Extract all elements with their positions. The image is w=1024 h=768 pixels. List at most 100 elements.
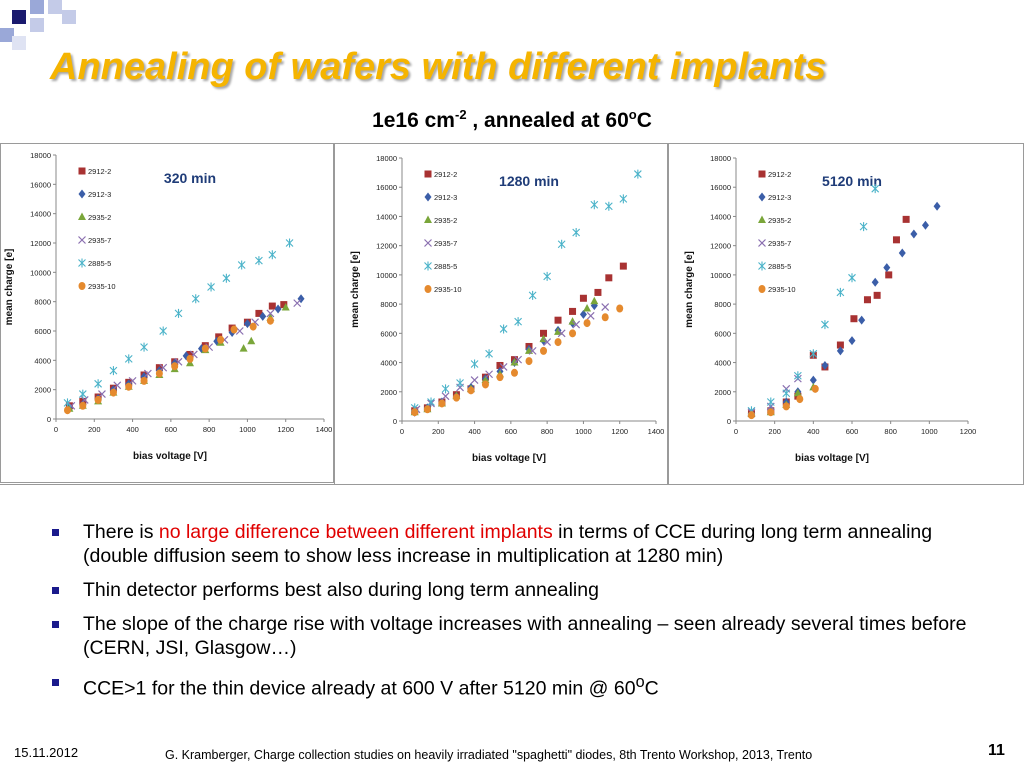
legend-marker bbox=[424, 215, 432, 223]
data-point bbox=[605, 274, 613, 282]
data-point bbox=[259, 311, 267, 321]
legend-marker bbox=[424, 192, 432, 202]
legend-label: 2912-3 bbox=[88, 190, 111, 199]
page-number: 11 bbox=[988, 742, 1005, 759]
data-point bbox=[201, 344, 209, 353]
x-tick-label: 0 bbox=[54, 425, 58, 434]
x-axis-label: bias voltage [V] bbox=[133, 451, 207, 462]
data-point bbox=[604, 201, 613, 211]
legend-label: 2912-3 bbox=[434, 193, 457, 202]
bullet-item: Thin detector performs best also during … bbox=[50, 578, 1000, 602]
bullet-text: The slope of the charge rise with voltag… bbox=[83, 613, 967, 659]
x-tick-label: 1400 bbox=[316, 425, 333, 434]
bullet-square-icon bbox=[52, 529, 59, 536]
data-point bbox=[767, 408, 775, 417]
y-tick-label: 4000 bbox=[34, 356, 51, 365]
y-tick-label: 0 bbox=[47, 415, 51, 424]
y-tick-label: 8000 bbox=[380, 300, 397, 309]
y-tick-label: 18000 bbox=[376, 154, 397, 163]
data-point bbox=[143, 369, 152, 378]
legend-label: 2935-2 bbox=[768, 216, 791, 225]
y-tick-label: 10000 bbox=[376, 271, 397, 280]
data-point bbox=[191, 294, 200, 304]
x-tick-label: 200 bbox=[768, 427, 781, 436]
data-point bbox=[243, 319, 251, 329]
data-point bbox=[619, 262, 627, 270]
bullet-text: There is bbox=[83, 521, 159, 543]
bullet-square-icon bbox=[52, 621, 59, 628]
data-point bbox=[94, 395, 102, 404]
data-point bbox=[590, 296, 599, 305]
subtitle-main: 1e16 cm bbox=[372, 109, 455, 132]
data-point bbox=[594, 288, 602, 296]
chart-title: 5120 min bbox=[822, 173, 882, 189]
y-tick-label: 12000 bbox=[30, 239, 51, 248]
data-point bbox=[809, 375, 817, 385]
data-point bbox=[859, 222, 868, 232]
x-tick-label: 0 bbox=[400, 427, 404, 436]
data-point bbox=[796, 395, 804, 404]
y-tick-label: 8000 bbox=[714, 300, 731, 309]
data-point bbox=[514, 355, 523, 364]
data-point bbox=[63, 406, 71, 415]
data-point bbox=[528, 346, 537, 355]
data-point bbox=[836, 287, 845, 297]
bullet-text: Thin detector performs best also during … bbox=[83, 579, 599, 601]
data-point bbox=[247, 336, 256, 345]
data-point bbox=[921, 220, 929, 230]
data-point bbox=[572, 320, 581, 329]
subtitle-degree: o bbox=[628, 107, 637, 122]
data-point bbox=[583, 303, 592, 312]
legend-label: 2885-5 bbox=[434, 262, 457, 271]
y-tick-label: 0 bbox=[393, 417, 397, 426]
data-point bbox=[848, 273, 856, 283]
data-point bbox=[821, 320, 829, 330]
data-point bbox=[113, 381, 122, 390]
data-point bbox=[557, 329, 566, 338]
y-tick-label: 14000 bbox=[710, 212, 731, 221]
legend-marker bbox=[758, 215, 766, 223]
chart-5120-min-svg: 0200040006000800010000120001400016000180… bbox=[668, 143, 1024, 485]
data-point bbox=[793, 371, 802, 381]
legend-marker bbox=[424, 170, 432, 178]
data-point bbox=[848, 336, 856, 346]
x-tick-label: 1000 bbox=[239, 425, 256, 434]
y-tick-label: 4000 bbox=[714, 359, 731, 368]
bullet-item: CCE>1 for the thin device already at 600… bbox=[50, 670, 1000, 701]
data-point bbox=[470, 376, 479, 385]
data-point bbox=[456, 378, 464, 388]
data-point bbox=[268, 250, 277, 260]
corner-decoration bbox=[0, 0, 80, 50]
data-point bbox=[441, 384, 450, 394]
data-point bbox=[579, 294, 587, 302]
legend-marker bbox=[78, 282, 86, 290]
y-tick-label: 6000 bbox=[34, 327, 51, 336]
data-point bbox=[836, 341, 844, 349]
data-point bbox=[237, 260, 246, 270]
x-tick-label: 400 bbox=[468, 427, 481, 436]
data-point bbox=[510, 368, 518, 377]
data-point bbox=[590, 200, 599, 210]
chart-1280-min: 0 2000 4000 6000 8000 10000 12000 14000 16000 180… bbox=[334, 143, 668, 485]
data-point bbox=[411, 408, 419, 417]
x-tick-label: 200 bbox=[432, 427, 445, 436]
x-tick-label: 1200 bbox=[277, 425, 294, 434]
data-point bbox=[230, 325, 238, 334]
y-axis-label: mean charge [e] bbox=[684, 251, 695, 328]
legend-label: 2935-10 bbox=[88, 282, 116, 291]
data-point bbox=[452, 393, 460, 402]
data-point bbox=[543, 338, 552, 347]
data-point bbox=[811, 384, 819, 393]
subtitle-exponent: -2 bbox=[454, 107, 467, 122]
data-point bbox=[793, 388, 802, 397]
data-point bbox=[525, 357, 533, 366]
y-tick-label: 12000 bbox=[376, 242, 397, 251]
data-point bbox=[836, 346, 844, 356]
data-point bbox=[898, 248, 906, 258]
bullet-text: C bbox=[644, 677, 659, 700]
y-tick-label: 14000 bbox=[30, 210, 51, 219]
data-point bbox=[109, 388, 117, 397]
legend-label: 2885-5 bbox=[768, 262, 791, 271]
chart-frame bbox=[668, 143, 1024, 485]
legend-label: 2935-7 bbox=[434, 239, 457, 248]
